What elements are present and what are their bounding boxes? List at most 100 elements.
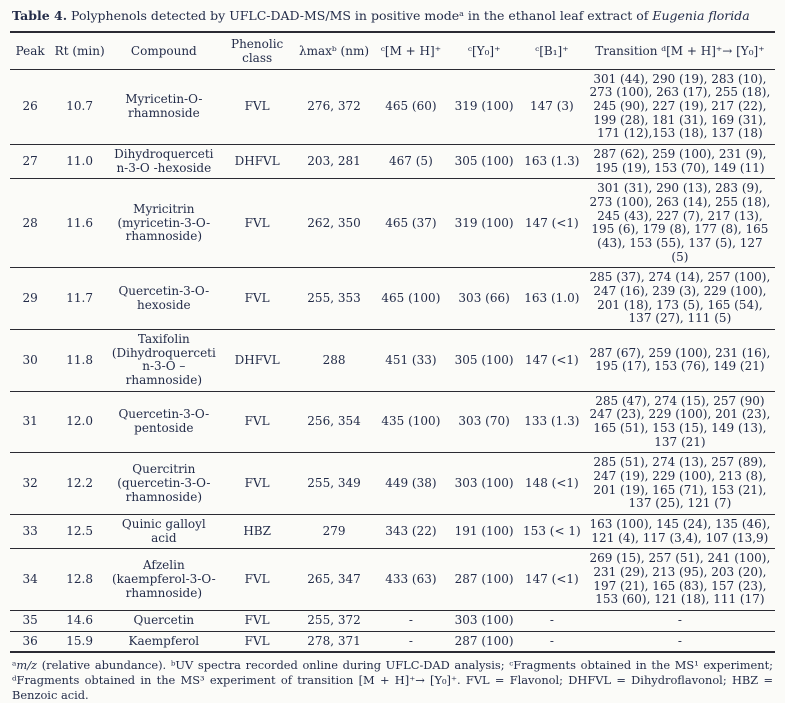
table-cell-compound: Afzelin (kaempferol-3-O-rhamnoside) bbox=[108, 548, 219, 612]
table-caption-label: Table 4. bbox=[12, 8, 68, 23]
column-header-phenolic_class: Phenolic class bbox=[218, 30, 296, 70]
table-cell-b1: 147 (<1) bbox=[518, 329, 585, 392]
table-cell-rt: 10.7 bbox=[50, 69, 109, 145]
table-cell-b1: 163 (1.3) bbox=[518, 144, 585, 180]
table-cell-transition: - bbox=[584, 631, 775, 654]
table-cell-peak: 30 bbox=[10, 329, 51, 392]
table-cell-phenolic_class: DHFVL bbox=[218, 329, 296, 392]
table-cell-b1: 163 (1.0) bbox=[518, 267, 585, 331]
table-cell-rt: 12.8 bbox=[50, 548, 109, 612]
table-row: 33 12.5 Quinic galloyl acid HBZ 279 343 (22) 1… bbox=[10, 514, 775, 550]
table-row: 36 15.9 Kaempferol FVL 278, 371-287 (100) - - bbox=[10, 631, 775, 654]
table-cell-rt: 12.5 bbox=[50, 514, 109, 550]
table-cell-lambda_max: 203, 281 bbox=[295, 144, 373, 180]
table-cell-b1: 153 (< 1) bbox=[518, 514, 585, 550]
table-cell-phenolic_class: FVL bbox=[218, 69, 296, 145]
table-cell-mh: 343 (22) bbox=[372, 514, 450, 550]
table-cell-phenolic_class: FVL bbox=[218, 267, 296, 331]
table-cell-mh: 451 (33) bbox=[372, 329, 450, 392]
table-cell-compound: Kaempferol bbox=[108, 631, 219, 654]
table-header-row: Peak Rt (min) Compound Phenolic class λmaxᵇ … bbox=[10, 30, 775, 70]
table-cell-phenolic_class: FVL bbox=[218, 610, 296, 632]
column-header-y0: ᶜ[Y₀]⁺ bbox=[449, 30, 519, 70]
table-cell-transition: 301 (44), 290 (19), 283 (10), 273 (100),… bbox=[584, 69, 775, 145]
table-cell-y0: 303 (100) bbox=[449, 452, 519, 516]
table-row: 35 14.6 Quercetin FVL 255, 372-303 (100) - - bbox=[10, 610, 775, 632]
table-cell-transition: 269 (15), 257 (51), 241 (100), 231 (29),… bbox=[584, 548, 775, 612]
table-cell-y0: 305 (100) bbox=[449, 144, 519, 180]
column-header-peak: Peak bbox=[10, 30, 51, 70]
table-cell-compound: Myricetin-O-rhamnoside bbox=[108, 69, 219, 145]
table-row: 32 12.2 Quercitrin (quercetin-3-O-rhamnosi… bbox=[10, 452, 775, 516]
table-cell-b1: 147 (<1) bbox=[518, 548, 585, 612]
footnote-text: (relative abundance). ᵇUV spectra record… bbox=[12, 658, 773, 703]
column-header-b1: ᶜ[B₁]⁺ bbox=[518, 30, 585, 70]
table-cell-lambda_max: 255, 349 bbox=[295, 452, 373, 516]
table-cell-rt: 11.7 bbox=[50, 267, 109, 331]
column-header-rt: Rt (min) bbox=[50, 30, 109, 70]
table-cell-mh: 433 (63) bbox=[372, 548, 450, 612]
table-cell-lambda_max: 255, 372 bbox=[295, 610, 373, 632]
column-header-transition: Transition ᵈ[M + H]⁺→ [Y₀]⁺ bbox=[584, 30, 775, 70]
table-cell-lambda_max: 256, 354 bbox=[295, 391, 373, 454]
table-cell-compound: Taxifolin (Dihydroquercetin-3-O – rhamno… bbox=[108, 329, 219, 392]
table-caption-species: Eugenia florida bbox=[652, 8, 750, 23]
table-cell-mh: 467 (5) bbox=[372, 144, 450, 180]
table-cell-lambda_max: 276, 372 bbox=[295, 69, 373, 145]
table-cell-compound: Dihydroquercetin-3-O -hexoside bbox=[108, 144, 219, 180]
table-cell-transition: 285 (37), 274 (14), 257 (100), 247 (16),… bbox=[584, 267, 775, 331]
table-cell-y0: 305 (100) bbox=[449, 329, 519, 392]
table-cell-transition: 287 (62), 259 (100), 231 (9), 195 (19), … bbox=[584, 144, 775, 180]
table-caption: Table 4. Polyphenols detected by UFLC-DA… bbox=[12, 8, 773, 24]
table-cell-rt: 12.0 bbox=[50, 391, 109, 454]
table-cell-transition: 285 (51), 274 (13), 257 (89), 247 (19), … bbox=[584, 452, 775, 516]
table-cell-mh: 465 (37) bbox=[372, 178, 450, 269]
column-header-mh: ᶜ[M + H]⁺ bbox=[372, 30, 450, 70]
table-cell-b1: 147 (3) bbox=[518, 69, 585, 145]
table-cell-phenolic_class: FVL bbox=[218, 178, 296, 269]
table-cell-y0: 319 (100) bbox=[449, 69, 519, 145]
table-cell-phenolic_class: HBZ bbox=[218, 514, 296, 550]
table-cell-mh: 465 (60) bbox=[372, 69, 450, 145]
polyphenols-table: Peak Rt (min) Compound Phenolic class λmaxᵇ … bbox=[10, 30, 775, 654]
table-cell-y0: 303 (100) bbox=[449, 610, 519, 632]
table-cell-transition: 301 (31), 290 (13), 283 (9), 273 (100), … bbox=[584, 178, 775, 269]
table-cell-b1: - bbox=[518, 631, 585, 654]
table-cell-peak: 32 bbox=[10, 452, 51, 516]
table-cell-phenolic_class: FVL bbox=[218, 391, 296, 454]
table-row: 31 12.0 Quercetin-3-O-pentoside FVL 256, 354… bbox=[10, 391, 775, 454]
table-header: Peak Rt (min) Compound Phenolic class λmaxᵇ … bbox=[10, 30, 775, 70]
table-cell-rt: 11.8 bbox=[50, 329, 109, 392]
table-row: 26 10.7 Myricetin-O-rhamnoside FVL 276, 372 4… bbox=[10, 69, 775, 145]
table-cell-transition: 285 (47), 274 (15), 257 (90) 247 (23), 2… bbox=[584, 391, 775, 454]
table-cell-y0: 303 (70) bbox=[449, 391, 519, 454]
table-cell-rt: 12.2 bbox=[50, 452, 109, 516]
table-cell-rt: 11.0 bbox=[50, 144, 109, 180]
table-cell-lambda_max: 265, 347 bbox=[295, 548, 373, 612]
table-cell-compound: Quercetin bbox=[108, 610, 219, 632]
table-cell-mh: 435 (100) bbox=[372, 391, 450, 454]
table-cell-lambda_max: 278, 371 bbox=[295, 631, 373, 654]
table-cell-compound: Quercitrin (quercetin-3-O-rhamnoside) bbox=[108, 452, 219, 516]
table-cell-b1: 133 (1.3) bbox=[518, 391, 585, 454]
table-cell-phenolic_class: FVL bbox=[218, 452, 296, 516]
table-cell-mh: 449 (38) bbox=[372, 452, 450, 516]
table-cell-phenolic_class: DHFVL bbox=[218, 144, 296, 180]
table-cell-peak: 34 bbox=[10, 548, 51, 612]
table-cell-compound: Quinic galloyl acid bbox=[108, 514, 219, 550]
table-caption-text: Polyphenols detected by UFLC-DAD-MS/MS i… bbox=[67, 8, 653, 23]
table-cell-compound: Quercetin-3-O-hexoside bbox=[108, 267, 219, 331]
table-cell-transition: 287 (67), 259 (100), 231 (16), 195 (17),… bbox=[584, 329, 775, 392]
table-cell-compound: Quercetin-3-O-pentoside bbox=[108, 391, 219, 454]
table-cell-y0: 287 (100) bbox=[449, 631, 519, 654]
table-cell-phenolic_class: FVL bbox=[218, 631, 296, 654]
table-cell-peak: 31 bbox=[10, 391, 51, 454]
table-cell-peak: 29 bbox=[10, 267, 51, 331]
table-cell-rt: 11.6 bbox=[50, 178, 109, 269]
table-row: 34 12.8 Afzelin (kaempferol-3-O-rhamnoside… bbox=[10, 548, 775, 612]
table-cell-b1: 148 (<1) bbox=[518, 452, 585, 516]
table-cell-peak: 26 bbox=[10, 69, 51, 145]
table-cell-b1: 147 (<1) bbox=[518, 178, 585, 269]
table-cell-peak: 35 bbox=[10, 610, 51, 632]
table-cell-rt: 15.9 bbox=[50, 631, 109, 654]
